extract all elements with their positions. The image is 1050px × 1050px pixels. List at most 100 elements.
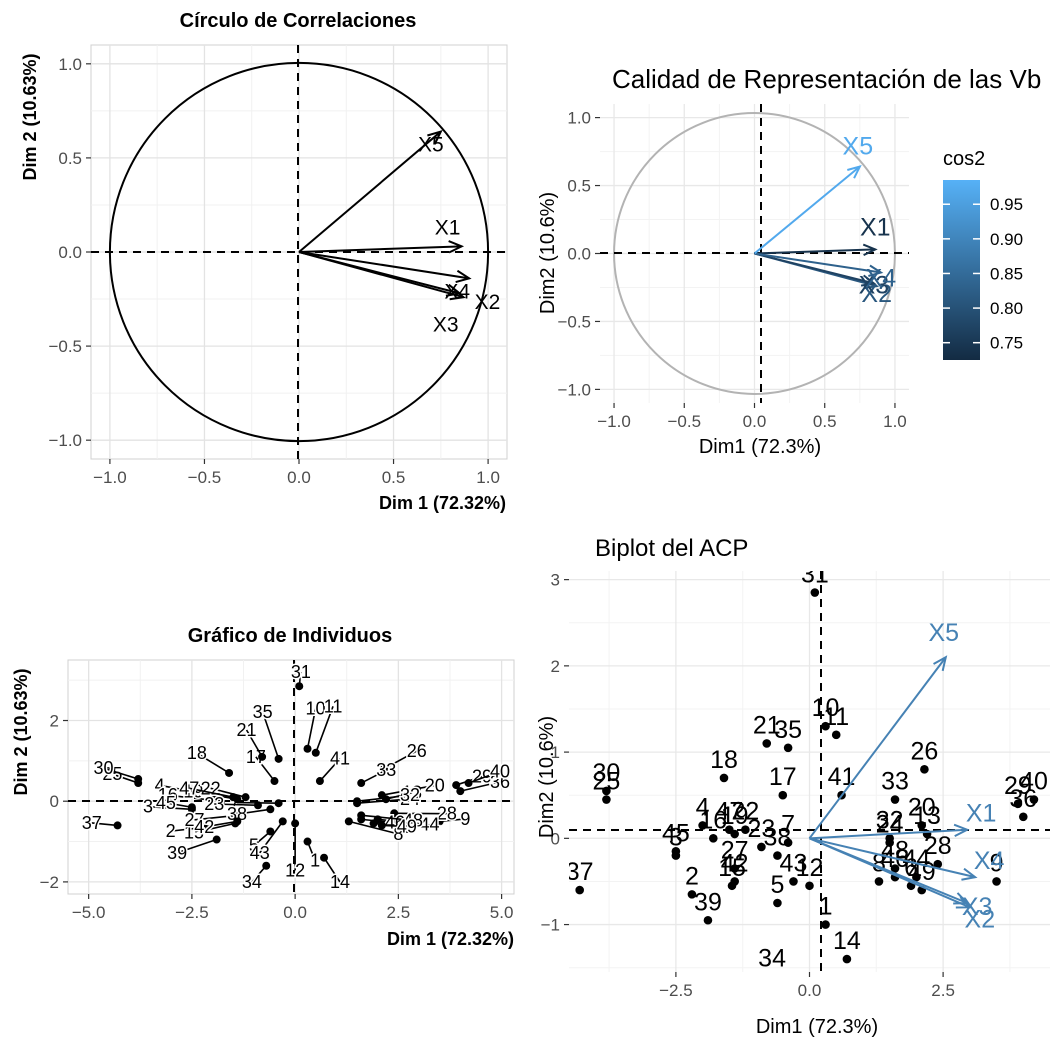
biplot-point-label: 10 <box>812 694 840 722</box>
individual-label: 21 <box>237 720 257 740</box>
individual-point: 19 <box>182 780 242 804</box>
variable-label-x3: X3 <box>859 271 890 299</box>
y-tick-label: −2 <box>40 873 59 892</box>
biplot-point: 21 <box>753 711 781 748</box>
quality-representation-panel: Calidad de Representación de las Vb X1X2… <box>537 64 1041 458</box>
y-tick-label: 0 <box>50 792 59 811</box>
biplot-point-label: 14 <box>833 927 861 955</box>
biplot-point: 40 <box>1020 768 1048 804</box>
y-tick-label: 0.0 <box>567 245 591 264</box>
variable-label-x1: X1 <box>860 213 891 241</box>
individual-point: 42 <box>193 815 242 838</box>
arrow-x1 <box>298 240 465 254</box>
panel3-plot-area <box>67 659 515 895</box>
biplot-point-label: 43 <box>780 849 808 877</box>
individual-point: 40 <box>464 760 512 788</box>
individual-point: 12 <box>284 819 307 882</box>
individual-label: 44 <box>419 815 439 835</box>
panel1-unit-circle <box>108 61 490 443</box>
individual-point: 43 <box>248 817 287 864</box>
panel1-y-label: Dim 2 (10.63%) <box>20 53 40 180</box>
biplot-point: 17 <box>769 763 797 800</box>
individual-label: 43 <box>250 843 270 863</box>
individual-label: 2 <box>166 821 176 841</box>
panel2-y-label: Dim2 (10.6%) <box>537 192 559 314</box>
variable-label-x5: X5 <box>843 133 874 161</box>
arrow-x4 <box>298 251 472 283</box>
individual-label: 45 <box>156 793 176 813</box>
biplot-point: 38 <box>764 824 791 860</box>
biplot-point-label: 12 <box>796 854 824 882</box>
y-tick-label: 1 <box>551 743 560 762</box>
biplot-point-label: 41 <box>828 763 856 791</box>
individual-point: 45 <box>154 791 196 814</box>
individual-point: 35 <box>251 700 283 763</box>
individual-label: 30 <box>94 758 114 778</box>
y-tick-label: −1.0 <box>48 431 82 450</box>
biplot-point: 37 <box>569 858 594 895</box>
biplot-point: 7 <box>781 811 795 847</box>
individual-label: 48 <box>403 810 423 830</box>
x-tick-label: 0.0 <box>743 412 767 431</box>
x-tick-label: 0.5 <box>382 468 406 487</box>
panel3-x-label: Dim 1 (72.32%) <box>387 929 514 949</box>
correlation-circle-title: Círculo de Correlaciones <box>180 10 417 32</box>
individual-point: 28 <box>390 802 458 825</box>
individual-label: 31 <box>291 662 311 682</box>
individual-label: 42 <box>194 817 214 837</box>
biplot-point: 19 <box>721 802 749 839</box>
individual-label: 24 <box>400 789 420 809</box>
individual-label: 32 <box>400 785 420 805</box>
biplot-point-label: 18 <box>710 746 738 774</box>
variable-label-x4: X4 <box>866 265 897 293</box>
individual-label: 15 <box>184 823 204 843</box>
x-tick-label: 0.0 <box>798 981 822 1000</box>
individual-point: 47 <box>178 777 238 802</box>
biplot-arrow-x1 <box>809 823 970 840</box>
x-tick-label: −1.0 <box>93 468 127 487</box>
individual-point: 20 <box>377 774 446 800</box>
biplot-point-label: 2 <box>685 862 699 890</box>
biplot-point: 26 <box>910 737 938 774</box>
biplot-point: 32 <box>876 806 904 843</box>
individual-label: 5 <box>249 836 259 856</box>
individual-label: 4 <box>155 775 165 795</box>
variable-label-x4: X4 <box>444 280 470 303</box>
individuals-title: Gráfico de Individuos <box>188 625 392 647</box>
individual-label: 46 <box>385 813 405 833</box>
biplot-point-label: 40 <box>1020 768 1048 796</box>
individual-point: 36 <box>456 770 512 796</box>
individual-point: 10 <box>303 697 327 753</box>
biplot-point-label: 29 <box>1004 772 1032 800</box>
x-tick-label: −2.5 <box>659 981 693 1000</box>
cos2-colorbar <box>943 180 980 360</box>
biplot-point-label: 16 <box>699 806 727 834</box>
biplot-point-label: 3 <box>669 824 683 852</box>
y-tick-label: −0.5 <box>48 337 82 356</box>
individual-point: 18 <box>185 742 234 777</box>
individual-label: 13 <box>402 783 422 803</box>
variable-label-x2: X2 <box>475 291 501 314</box>
y-tick-label: 0 <box>551 829 560 848</box>
biplot-point: 22 <box>731 798 759 835</box>
individual-label: 9 <box>460 809 470 829</box>
arrow-x3 <box>754 252 877 287</box>
biplot-arrow-x3 <box>809 837 970 905</box>
individual-label: 8 <box>393 824 403 844</box>
individual-label: 20 <box>425 775 445 795</box>
biplot-point: 18 <box>710 746 738 783</box>
individual-point: 16 <box>156 784 225 807</box>
cos2-tick-label: 0.95 <box>990 195 1023 214</box>
biplot-variable-label-x4: X4 <box>974 847 1005 875</box>
biplot-point: 12 <box>796 854 824 891</box>
biplot-point-label: 21 <box>753 711 781 739</box>
x-tick-label: −0.5 <box>188 468 222 487</box>
biplot-point-label: 27 <box>721 837 749 865</box>
individual-label: 26 <box>407 741 427 761</box>
biplot-point: 16 <box>699 806 727 843</box>
individual-label: 34 <box>242 872 262 892</box>
biplot-point: 5 <box>770 871 784 908</box>
biplot-point: 30 <box>593 759 620 796</box>
y-tick-label: −0.5 <box>557 312 591 331</box>
